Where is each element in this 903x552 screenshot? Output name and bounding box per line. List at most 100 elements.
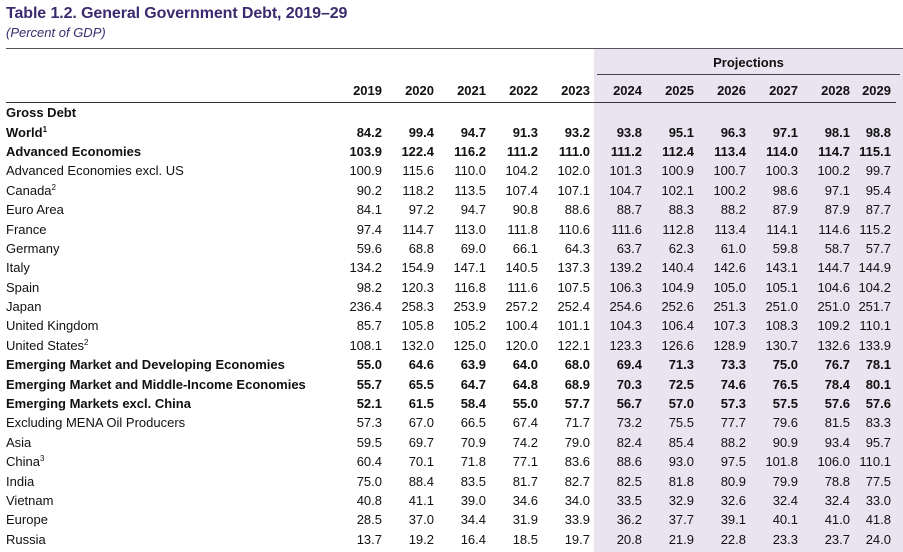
value-cell [855,103,896,123]
value-cell: 102.1 [661,182,694,198]
value-cell: 116.8 [454,279,486,295]
row-label-cell: Japan [6,297,335,316]
value-cell [647,103,699,123]
row-label-cell: Advanced Economies [6,142,335,161]
value-cell: 93.0 [668,454,694,470]
value-cell: 147.1 [453,260,486,276]
value-cell: 107.5 [557,279,590,295]
table-row: Europe 28.5 37.0 34.4 31.9 33.9 36.2 37.7 39.1 40… [6,510,896,529]
footnote-marker: 2 [84,337,89,347]
value-cell [543,103,595,123]
value-cell: 100.4 [505,318,538,334]
value-cell: 114.1 [766,221,798,237]
value-cell: 90.9 [772,434,798,450]
value-cell: 70.9 [460,434,486,450]
value-cell: 104.7 [609,182,642,198]
projections-label: Projections [713,55,784,70]
year-header: 2029 [855,80,896,103]
value-cell: 69.4 [616,357,642,373]
value-cell: 95.4 [865,182,891,198]
label-header [6,80,335,103]
value-cell [595,103,647,123]
value-cell: 134.2 [349,260,382,276]
table-row: United Kingdom 85.7 105.8 105.2 100.4 101.1 10… [6,316,896,335]
value-cell: 110.0 [454,163,486,179]
value-cell: 88.6 [564,202,590,218]
value-cell: 67.4 [512,415,538,431]
value-cell: 57.0 [668,396,694,412]
value-cell: 97.1 [824,182,850,198]
value-cell: 64.0 [512,357,538,373]
value-cell: 73.3 [720,357,746,373]
value-cell: 41.0 [824,512,850,528]
value-cell: 252.6 [661,299,694,315]
value-cell: 33.9 [564,512,590,528]
value-cell: 102.0 [557,163,590,179]
value-cell: 98.8 [865,124,891,140]
projections-rule [597,74,900,75]
table-row: France 97.4 114.7 113.0 111.8 110.6 111.6 112.8… [6,219,896,238]
value-cell: 128.9 [713,337,746,353]
value-cell: 69.0 [460,240,486,256]
value-cell: 77.5 [865,473,891,489]
row-label-cell: China3 [6,452,335,471]
value-cell: 33.5 [616,493,642,508]
value-cell: 62.3 [668,240,694,256]
value-cell: 104.6 [817,279,850,295]
footnote-marker: 3 [39,454,45,464]
value-cell: 91.3 [512,124,538,140]
row-label-cell: Russia [6,530,335,549]
value-cell: 81.7 [512,473,538,489]
value-cell: 100.7 [713,163,746,179]
value-cell: 112.4 [662,143,694,159]
value-cell: 110.1 [859,318,891,334]
row-label: United Kingdom [6,318,99,334]
row-label-cell: India [6,471,335,490]
value-cell: 23.3 [772,531,798,547]
value-cell: 105.1 [765,279,798,295]
value-cell: 115.1 [859,143,891,159]
row-label: Spain [6,279,40,295]
row-label: France [6,221,47,237]
table-row: Emerging Markets excl. China 52.1 61.5 58.4… [6,394,896,413]
table-row: Emerging Market and Developing Economies… [6,355,896,374]
value-cell: 101.1 [557,318,590,334]
value-cell: 64.6 [408,357,434,373]
value-cell: 143.1 [765,260,798,276]
value-cell: 34.4 [460,512,486,528]
top-rule [6,48,903,49]
value-cell: 108.3 [765,318,798,334]
value-cell: 140.5 [505,260,538,276]
footnote-marker: 2 [51,182,56,192]
value-cell: 99.4 [408,124,434,140]
value-cell: 22.8 [720,531,746,547]
value-cell: 93.4 [824,434,850,450]
value-cell: 112.8 [662,221,694,237]
value-cell: 84.2 [356,124,382,140]
footnote-marker: 1 [42,124,48,134]
row-label-cell: Canada2 [6,181,335,200]
value-cell: 55.7 [356,376,382,392]
value-cell: 61.0 [720,240,746,256]
value-cell: 88.2 [720,202,746,218]
row-label-cell: Emerging Markets excl. China [6,394,335,413]
value-cell: 64.3 [564,240,590,256]
value-cell: 115.6 [402,163,434,179]
row-label: Canada [6,182,52,198]
value-cell: 133.9 [858,337,891,353]
value-cell: 257.2 [505,299,538,315]
table-row: United States2 108.1 132.0 125.0 120.0 122.1 1… [6,336,896,355]
value-cell: 122.1 [557,337,590,353]
year-header: 2028 [803,80,855,103]
row-label-cell: World1 [6,122,335,141]
value-cell: 98.6 [772,182,798,198]
table-row: Emerging Market and Middle-Income Econom… [6,374,896,393]
row-label: India [6,473,35,489]
value-cell: 19.7 [564,531,590,547]
table-body: Gross Debt World1 84.2 99.4 94.7 91.3 93.2 93.8… [6,103,896,549]
value-cell: 52.1 [356,396,382,412]
value-cell: 93.8 [616,124,642,140]
value-cell: 58.7 [824,240,850,256]
value-cell: 88.7 [616,202,642,218]
year-header: 2019 [335,80,387,103]
